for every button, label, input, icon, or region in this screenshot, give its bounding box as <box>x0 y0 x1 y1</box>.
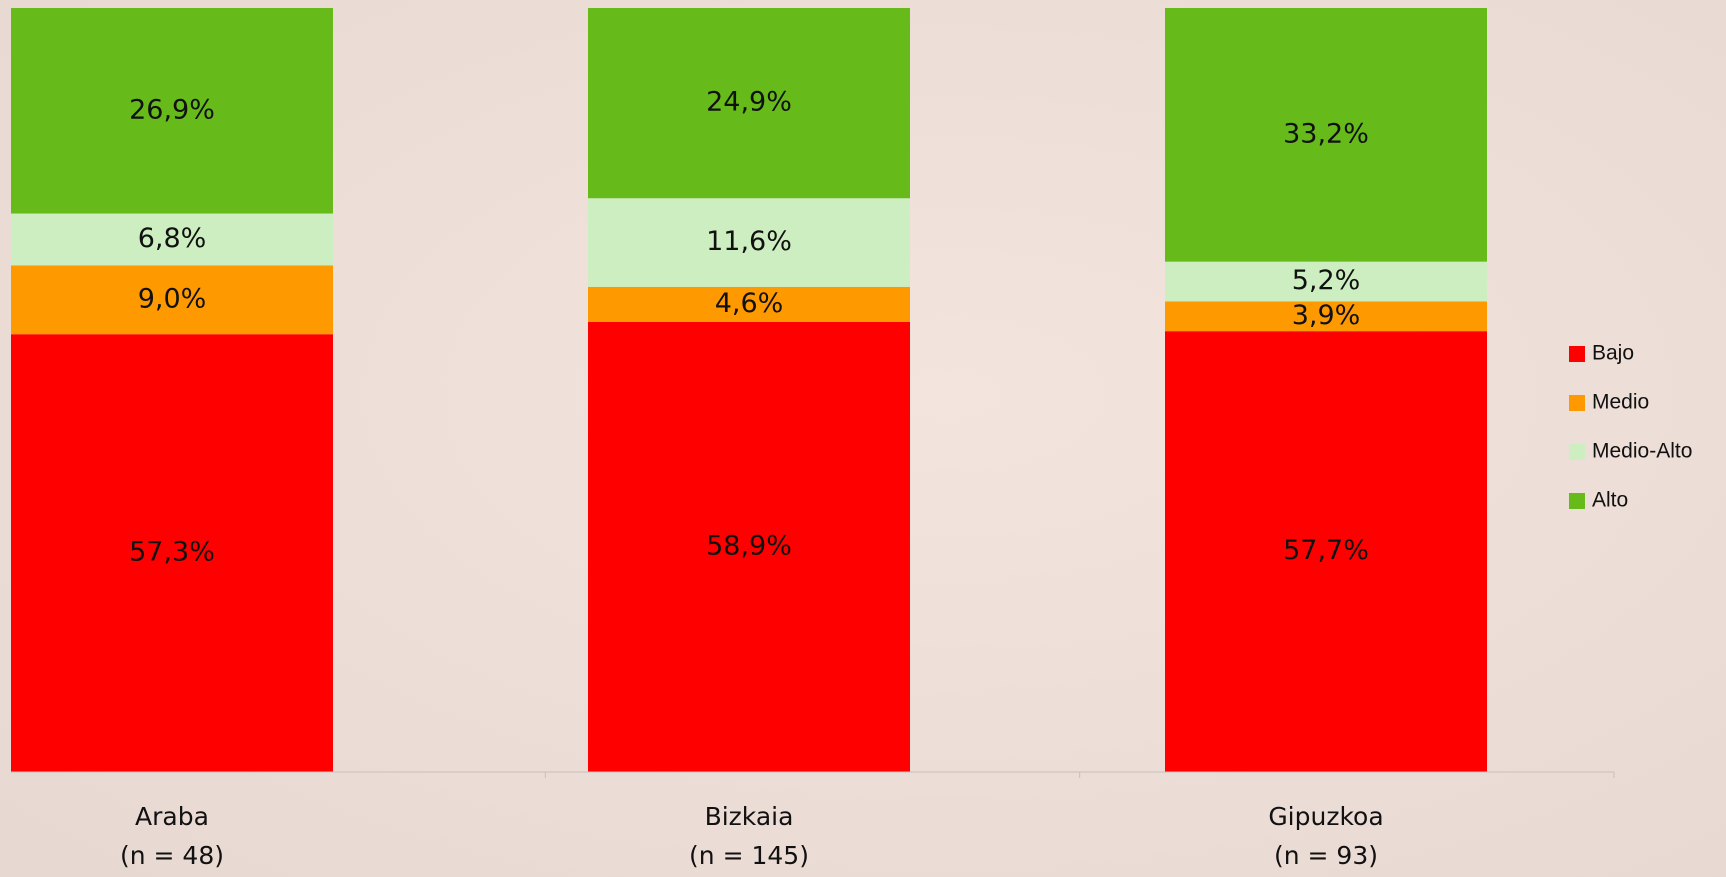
data-label: 6,8% <box>138 223 207 254</box>
data-label: 4,6% <box>715 288 784 319</box>
bar-segment <box>588 322 910 772</box>
legend-swatch <box>1569 395 1585 411</box>
data-label: 58,9% <box>706 531 792 562</box>
bar-segment <box>588 8 910 199</box>
data-label: 57,3% <box>129 537 215 568</box>
x-tick-label: Araba <box>135 802 209 831</box>
legend-label: Medio-Alto <box>1592 440 1692 463</box>
x-tick-sublabel: (n = 145) <box>689 841 809 870</box>
bar-segment <box>1165 331 1487 772</box>
bar-segment <box>1165 261 1487 302</box>
x-tick-label: Gipuzkoa <box>1268 802 1383 831</box>
legend-swatch <box>1569 346 1585 362</box>
data-label: 11,6% <box>706 226 792 257</box>
legend-label: Medio <box>1592 391 1649 414</box>
data-label: 57,7% <box>1283 535 1369 566</box>
data-label: 9,0% <box>138 283 207 314</box>
bar-segment <box>588 198 910 287</box>
bar-segment <box>1165 8 1487 262</box>
data-label: 24,9% <box>706 87 792 118</box>
legend-label: Bajo <box>1592 342 1634 365</box>
x-tick-sublabel: (n = 93) <box>1274 841 1378 870</box>
data-label: 33,2% <box>1283 118 1369 149</box>
legend-swatch <box>1569 493 1585 509</box>
bar-segment <box>11 213 333 266</box>
data-label: 26,9% <box>129 94 215 125</box>
bar-segment <box>11 265 333 335</box>
bar-segment <box>11 334 333 772</box>
bar-segment <box>1165 301 1487 332</box>
x-tick-sublabel: (n = 48) <box>120 841 224 870</box>
data-label: 5,2% <box>1292 265 1361 296</box>
data-label: 3,9% <box>1292 300 1361 331</box>
bar-segment <box>588 286 910 323</box>
bar-segment <box>11 8 333 214</box>
legend-label: Alto <box>1592 489 1628 512</box>
x-tick-label: Bizkaia <box>705 802 794 831</box>
legend-swatch <box>1569 444 1585 460</box>
